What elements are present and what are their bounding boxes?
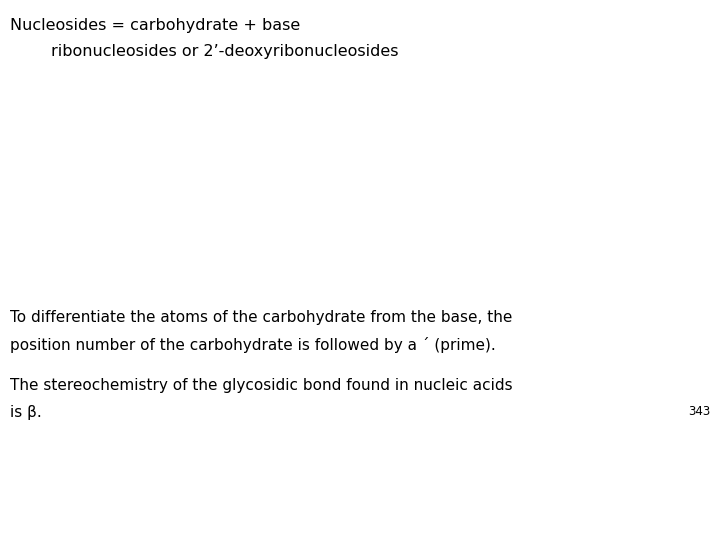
Text: To differentiate the atoms of the carbohydrate from the base, the: To differentiate the atoms of the carboh… [10,310,513,325]
Text: Nucleosides = carbohydrate + base: Nucleosides = carbohydrate + base [10,18,300,33]
Text: 343: 343 [688,405,710,418]
Text: The stereochemistry of the glycosidic bond found in nucleic acids: The stereochemistry of the glycosidic bo… [10,378,513,393]
Text: ribonucleosides or 2’-deoxyribonucleosides: ribonucleosides or 2’-deoxyribonucleosid… [10,44,398,59]
Text: position number of the carbohydrate is followed by a ´ (prime).: position number of the carbohydrate is f… [10,337,496,353]
Text: is β.: is β. [10,405,42,420]
